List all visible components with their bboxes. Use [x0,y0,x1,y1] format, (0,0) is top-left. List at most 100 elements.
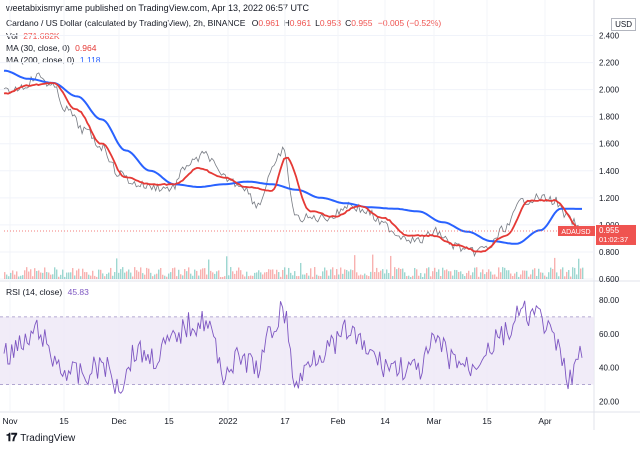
volume-bar [190,273,192,279]
volume-bar [322,271,324,279]
volume-bar [330,269,332,279]
price-tick-label: 2.400 [599,32,620,41]
volume-bar [482,269,484,279]
volume-bar [316,274,318,279]
volume-bar [530,274,532,279]
ohlc-o: O0.961 [251,18,280,28]
volume-bar [32,276,34,279]
volume-bar [66,272,68,279]
ohlc-l: L0.953 [315,18,342,28]
volume-bar [336,269,338,279]
volume-bar [512,275,514,279]
volume-bar [76,270,78,279]
volume-bar [368,276,370,279]
volume-bar [118,272,120,279]
volume-bar [456,270,458,279]
volume-bar [170,272,172,279]
volume-bar [334,275,336,279]
rsi-tick-label: 80.00 [599,296,620,305]
volume-bar [500,272,502,279]
volume-bar [380,270,382,279]
volume-bar [274,274,276,279]
volume-bar [180,274,182,279]
volume-bar [326,270,328,279]
volume-bar [16,271,18,279]
volume-bar [518,276,520,279]
rsi-value: 45.83 [67,287,89,297]
volume-bar [436,271,438,279]
volume-bar [542,272,544,279]
brand-footer[interactable]: 𝟏𝟕 TradingView [6,432,75,445]
currency-button[interactable]: USD [611,18,636,31]
volume-bar [568,270,570,279]
time-tick-label: 2022 [219,416,238,426]
volume-bar [332,267,334,279]
volume-bar [186,271,188,279]
volume-bar [522,270,524,279]
volume-bar [208,259,210,279]
volume-bar [248,276,250,279]
volume-bar [372,254,374,279]
volume-bar [44,267,46,279]
volume-bar [536,275,538,279]
volume-bar [70,272,72,279]
volume-bar [442,267,444,279]
volume-bar [204,268,206,279]
volume-bar [104,276,106,279]
ma200-label: MA (200, close, 0) [6,55,75,65]
volume-bar [554,257,556,279]
rsi-tick-label: 60.00 [599,330,620,339]
ohlc-c: C0.955 [345,18,373,28]
price-tick-label: 1.600 [599,140,620,149]
volume-bar [68,272,70,279]
volume-bar [106,273,108,279]
volume-bar [188,267,190,279]
volume-bar [580,268,582,279]
ma30-legend: MA (30, close, 0) 0.964 [6,43,96,53]
volume-bar [232,271,234,279]
volume-bar [570,276,572,279]
volume-bar [356,272,358,279]
volume-bar [156,273,158,279]
volume-bar [450,271,452,279]
volume-bar [10,272,12,279]
volume-bar [392,276,394,279]
volume-bar [348,271,350,279]
price-tick-label: 1.400 [599,167,620,176]
volume-bar [404,272,406,279]
volume-bar [86,272,88,279]
volume-bar [166,276,168,279]
volume-bar [206,274,208,279]
volume-bar [214,273,216,279]
volume-bar [124,272,126,279]
volume-bar [30,269,32,279]
volume-bar [444,270,446,279]
volume-bar [116,258,118,279]
ma30-line [3,81,583,253]
volume-bar [168,273,170,279]
volume-bar [276,269,278,279]
time-tick-label: 14 [380,416,390,426]
price-badge-value: 0.955 [599,226,620,235]
volume-bar [164,275,166,279]
volume-bar [260,272,262,279]
time-tick-label: 15 [59,416,69,426]
volume-bar [198,275,200,279]
volume-bar [218,270,220,279]
volume-bar [52,274,54,279]
volume-bar [100,269,102,279]
volume-bar [282,269,284,279]
volume-bar [462,274,464,279]
volume-bar [402,268,404,279]
volume-bar [176,276,178,279]
rsi-legend: RSI (14, close) 45.83 [6,287,89,297]
volume-bar [524,270,526,279]
volume-bar [480,272,482,279]
volume-bar [406,276,408,279]
volume-bar [174,267,176,279]
price-change: −0.005 (−0.52%) [377,18,442,28]
volume-bar [54,267,56,279]
volume-bar [88,274,90,279]
volume-bar [354,255,356,279]
